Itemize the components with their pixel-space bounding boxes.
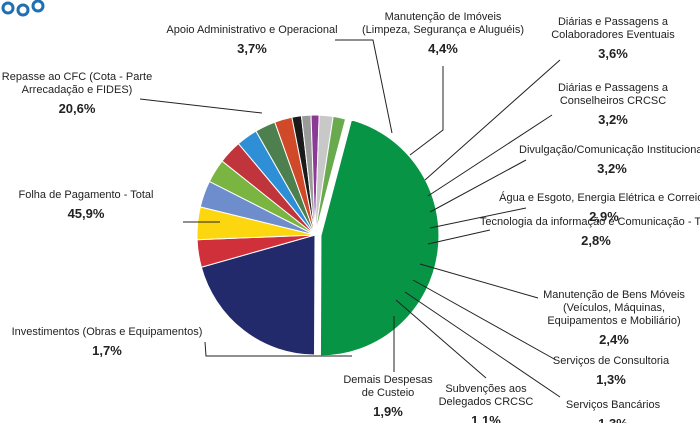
pie-slice-investimentos-obras-e-equipamentos (314, 115, 347, 236)
slice-label-manutencao-de-bens-moveis-veiculos-maquinas-equipamentos-e-mobiliario: Manutenção de Bens Móveis (Veículos, Máqu… (543, 289, 685, 327)
slice-value-subvencoes-aos-delegados-crcsc: 1,1% (471, 413, 501, 423)
slice-value-manutencao-de-imoveis-limpeza-seguranca-e-alugueis: 4,4% (428, 41, 458, 56)
slice-label-demais-despesas-de-custeio: Demais Despesas de Custeio (343, 374, 433, 399)
slice-label-diarias-e-passagens-a-conselheiros-crcsc: Diárias e Passagens a Conselheiros CRCSC (558, 82, 669, 107)
pie-slice-folha-de-pagamento-total (319, 119, 440, 357)
leader-line-apoio-administrativo-e-operacional (335, 39, 393, 134)
slice-label-tecnologia-da-informacao-e-comunicacao-tic: Tecnologia da informação e Comunicação -… (480, 216, 700, 228)
leader-line-repasse-ao-cfc-cota-parte-arrecadacao-e-fides (139, 98, 263, 114)
leader-line-servicos-bancarios (404, 291, 561, 398)
slice-value-agua-e-esgoto-energia-eletrica-e-correios: 2,9% (589, 209, 619, 224)
leader-line-tecnologia-da-informacao-e-comunicacao-tic (427, 229, 491, 245)
slice-label-apoio-administrativo-e-operacional: Apoio Administrativo e Operacional (166, 24, 337, 36)
slice-value-tecnologia-da-informacao-e-comunicacao-tic: 2,8% (581, 233, 611, 248)
logo (1, 0, 45, 17)
slice-label-diarias-e-passagens-a-colaboradores-eventuais: Diárias e Passagens a Colaboradores Event… (551, 16, 675, 41)
slice-value-servicos-bancarios: 1,3% (598, 416, 628, 423)
slice-label-servicos-bancarios: Serviços Bancários (566, 399, 661, 411)
slice-value-folha-de-pagamento-total: 45,9% (68, 206, 105, 221)
leader-line-diarias-e-passagens-a-colaboradores-eventuais (424, 59, 561, 181)
slice-label-subvencoes-aos-delegados-crcsc: Subvenções aos Delegados CRCSC (439, 383, 534, 408)
leader-line-manutencao-de-imoveis-limpeza-seguranca-e-alugueis (409, 66, 444, 156)
slice-value-divulgacao-comunicacao-institucional: 3,2% (597, 161, 627, 176)
leader-line-divulgacao-comunicacao-institucional (429, 159, 527, 213)
slice-value-diarias-e-passagens-a-colaboradores-eventuais: 3,6% (598, 46, 628, 61)
slice-label-repasse-ao-cfc-cota-parte-arrecadacao-e-fides: Repasse ao CFC (Cota - Parte Arrecadação … (2, 71, 152, 96)
leader-line-investimentos-obras-e-equipamentos (204, 341, 352, 357)
slice-label-manutencao-de-imoveis-limpeza-seguranca-e-alugueis: Manutenção de Imóveis (Limpeza, Segurança… (362, 11, 524, 36)
pie-slice-repasse-ao-cfc-cota-parte-arrecadacao-e-fides (200, 234, 316, 356)
slice-label-servicos-de-consultoria: Serviços de Consultoria (553, 355, 670, 367)
leader-line-manutencao-de-bens-moveis-veiculos-maquinas-equipamentos-e-mobiliario (419, 263, 539, 299)
leader-line-agua-e-esgoto-energia-eletrica-e-correios (429, 207, 527, 229)
slice-value-investimentos-obras-e-equipamentos: 1,7% (92, 343, 122, 358)
slice-value-apoio-administrativo-e-operacional: 3,7% (237, 41, 267, 56)
slice-value-servicos-de-consultoria: 1,3% (596, 372, 626, 387)
slice-value-manutencao-de-bens-moveis-veiculos-maquinas-equipamentos-e-mobiliario: 2,4% (599, 332, 629, 347)
leader-line-diarias-e-passagens-a-conselheiros-crcsc (427, 114, 553, 197)
leader-line-subvencoes-aos-delegados-crcsc (395, 299, 487, 379)
slice-value-demais-despesas-de-custeio: 1,9% (373, 404, 403, 419)
slice-label-folha-de-pagamento-total: Folha de Pagamento - Total (19, 189, 154, 201)
slice-label-divulgacao-comunicacao-institucional: Divulgação/Comunicação Institucional (519, 144, 700, 156)
slice-value-repasse-ao-cfc-cota-parte-arrecadacao-e-fides: 20,6% (59, 101, 96, 116)
slice-label-investimentos-obras-e-equipamentos: Investimentos (Obras e Equipamentos) (12, 326, 203, 338)
slice-value-diarias-e-passagens-a-conselheiros-crcsc: 3,2% (598, 112, 628, 127)
leader-line-servicos-de-consultoria (412, 279, 557, 361)
slice-label-agua-e-esgoto-energia-eletrica-e-correios: Água e Esgoto, Energia Elétrica e Correi… (499, 191, 700, 204)
